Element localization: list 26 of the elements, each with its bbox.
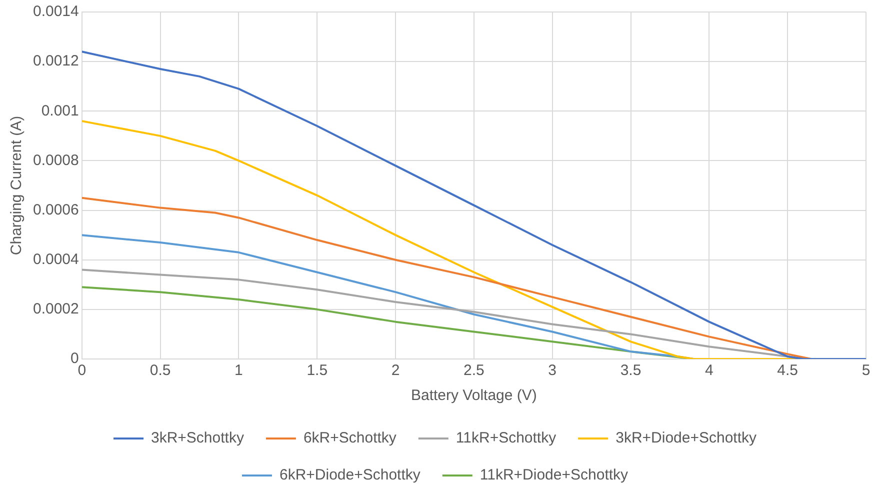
- x-tick-label: 2: [391, 362, 400, 380]
- x-tick-label: 4.5: [777, 362, 798, 380]
- legend-label: 6kR+Schottky: [303, 430, 397, 447]
- y-tick-label: 0.0012: [32, 52, 79, 70]
- y-tick-label: 0.0008: [32, 152, 79, 169]
- legend-label: 3kR+Diode+Schottky: [616, 430, 758, 447]
- y-tick-label: 0: [70, 350, 79, 368]
- x-tick-label: 3: [548, 362, 557, 380]
- x-tick-label: 4: [705, 362, 714, 380]
- x-axis-title: Battery Voltage (V): [410, 387, 537, 404]
- y-tick-label: 0.0014: [32, 3, 79, 20]
- legend-label: 11kR+Diode+Schottky: [480, 466, 629, 484]
- x-tick-label: 3.5: [620, 362, 642, 380]
- x-tick-label: 1.5: [306, 362, 328, 380]
- legend-label: 11kR+Schottky: [456, 430, 557, 447]
- x-tick-label: 2.5: [464, 362, 484, 380]
- y-tick-label: 0.0006: [32, 201, 79, 218]
- x-tick-label: 1: [234, 362, 243, 380]
- legend-label: 3kR+Schottky: [150, 430, 244, 447]
- legend-label: 6kR+Diode+Schottky: [279, 466, 421, 484]
- y-tick-label: 0.001: [41, 102, 79, 120]
- y-axis-title: Charging Current (A): [8, 116, 26, 256]
- y-tick-label: 0.0004: [32, 251, 79, 268]
- y-tick-label: 0.0002: [32, 300, 79, 318]
- x-tick-label: 5: [862, 362, 870, 380]
- x-tick-label: 0.5: [150, 362, 171, 380]
